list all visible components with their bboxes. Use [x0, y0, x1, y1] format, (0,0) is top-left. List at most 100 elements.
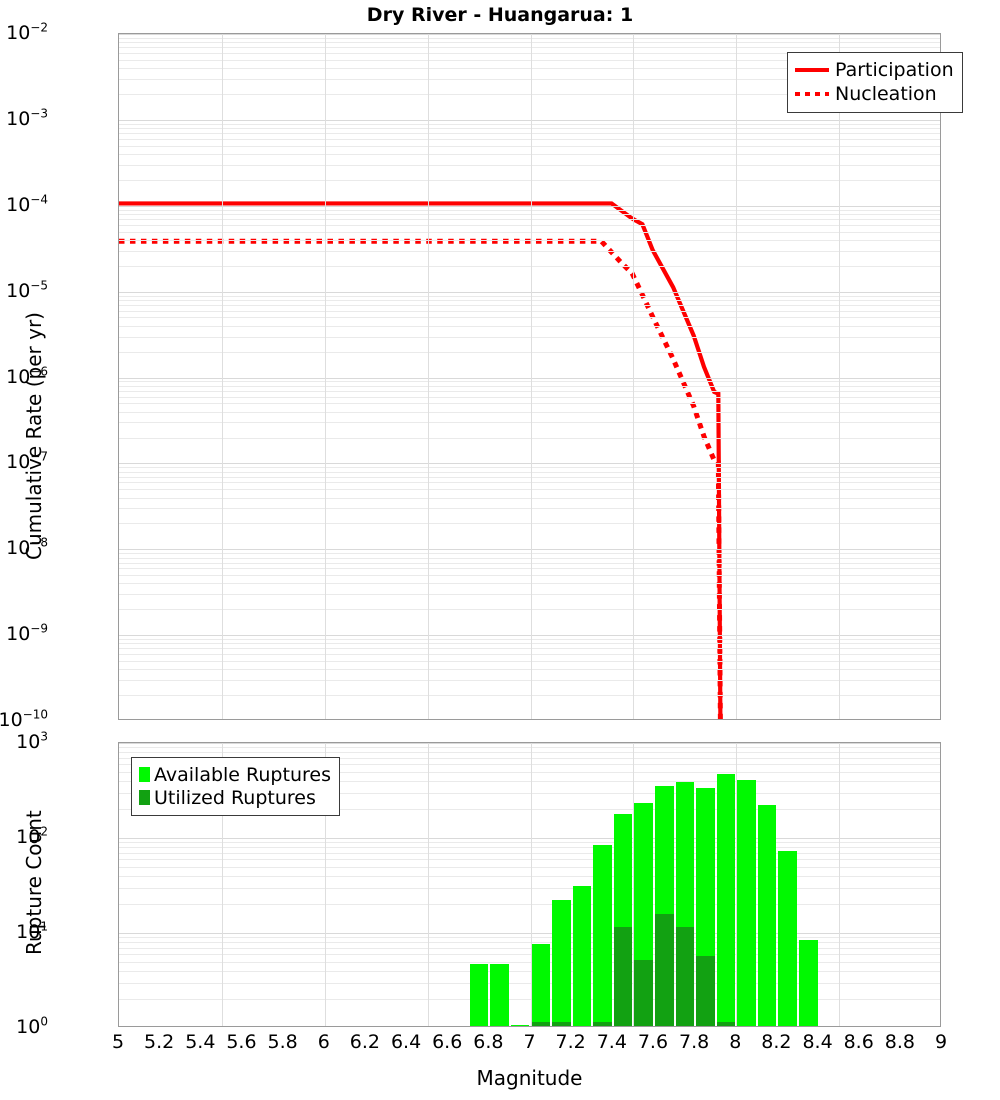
gridline	[119, 305, 940, 306]
gridline	[119, 180, 940, 181]
gridline	[119, 326, 940, 327]
gridline	[119, 120, 940, 121]
histogram-bar-available	[799, 940, 818, 1026]
gridline	[119, 553, 940, 554]
gridline	[119, 296, 940, 297]
gridline	[119, 438, 940, 439]
gridline	[119, 477, 940, 478]
histogram-bar-utilized	[552, 1022, 571, 1026]
cumulative-rate-axis-label: Cumulative Rate (per yr)	[22, 312, 46, 560]
gridline	[325, 34, 326, 719]
curve-participation	[119, 203, 720, 719]
histogram-bar-utilized	[634, 960, 653, 1026]
gridline	[119, 210, 940, 211]
x-tick-label: 7.2	[556, 1031, 586, 1053]
gridline	[839, 743, 840, 1026]
x-tick-label: 6.4	[391, 1031, 421, 1053]
gridline	[119, 853, 940, 854]
magnitude-x-ticks: 55.25.45.65.866.26.46.66.877.27.47.67.88…	[118, 1031, 941, 1057]
gridline	[736, 34, 737, 719]
histogram-bar-available	[778, 851, 797, 1026]
gridline	[119, 467, 940, 468]
y-tick-label: 10−3	[6, 108, 48, 130]
histogram-bar-available	[737, 780, 756, 1026]
gridline	[119, 240, 940, 241]
cumulative-rate-plot	[118, 33, 941, 720]
dark-green-square-swatch-icon	[139, 790, 150, 805]
gridline	[119, 317, 940, 318]
gridline	[119, 266, 940, 267]
gridline	[119, 219, 940, 220]
histogram-legend: Available Ruptures Utilized Ruptures	[131, 757, 340, 816]
cumulative-rate-y-ticks: 10−210−310−410−510−610−710−810−910−10	[0, 33, 110, 720]
gridline	[839, 34, 840, 719]
y-tick-label: 10−10	[0, 709, 48, 731]
x-tick-label: 7	[523, 1031, 535, 1053]
rupture-count-axis-label: Rupture Count	[22, 810, 46, 955]
gridline	[119, 403, 940, 404]
x-tick-label: 6.2	[350, 1031, 380, 1053]
gridline	[531, 34, 532, 719]
gridline	[119, 47, 940, 48]
x-tick-label: 5.6	[226, 1031, 256, 1053]
page-title: Dry River - Huangarua: 1	[0, 4, 1000, 26]
gridline	[633, 34, 634, 719]
gridline	[119, 661, 940, 662]
gridline	[119, 558, 940, 559]
gridline	[119, 128, 940, 129]
gridline	[119, 472, 940, 473]
gridline	[119, 352, 940, 353]
gridline	[119, 904, 940, 905]
gridline	[119, 933, 940, 934]
gridline	[119, 937, 940, 938]
gridline	[119, 124, 940, 125]
green-square-swatch-icon	[139, 767, 150, 782]
y-tick-label: 10−5	[6, 280, 48, 302]
histogram-bar-available	[758, 805, 777, 1026]
gridline	[119, 876, 940, 877]
gridline	[428, 34, 429, 719]
gridline	[119, 422, 940, 423]
gridline	[119, 34, 940, 35]
x-tick-label: 5.8	[267, 1031, 297, 1053]
legend-item-available-ruptures[interactable]: Available Ruptures	[139, 763, 331, 786]
gridline	[119, 648, 940, 649]
x-tick-label: 6.6	[432, 1031, 462, 1053]
gridline	[119, 165, 940, 166]
histogram-bar-utilized	[593, 1022, 612, 1026]
gridline	[119, 680, 940, 681]
gridline	[119, 842, 940, 843]
legend-item-utilized-ruptures[interactable]: Utilized Ruptures	[139, 786, 331, 809]
legend-item-nucleation[interactable]: Nucleation	[795, 82, 954, 106]
gridline	[119, 635, 940, 636]
x-tick-label: 8.6	[844, 1031, 874, 1053]
legend-item-label: Utilized Ruptures	[154, 787, 316, 809]
gridline	[119, 300, 940, 301]
y-tick-label: 10−9	[6, 623, 48, 645]
gridline	[119, 133, 940, 134]
magnitude-axis-label: Magnitude	[118, 1066, 941, 1090]
mfd-curves	[119, 34, 940, 719]
x-tick-label: 8.2	[761, 1031, 791, 1053]
solid-line-swatch-icon	[795, 68, 829, 72]
curve-nucleation	[119, 241, 720, 719]
histogram-bar-available	[552, 900, 571, 1026]
y-tick-label: 10−4	[6, 194, 48, 216]
histogram-bar-utilized	[696, 956, 715, 1026]
gridline	[119, 639, 940, 640]
histogram-bar-available	[511, 1025, 530, 1026]
gridline	[119, 508, 940, 509]
histogram-bar-available	[717, 774, 736, 1026]
gridline	[119, 563, 940, 564]
gridline	[119, 386, 940, 387]
gridline	[119, 391, 940, 392]
legend-item-participation[interactable]: Participation	[795, 58, 954, 82]
gridline	[119, 583, 940, 584]
histogram-bar-utilized	[655, 914, 674, 1026]
histogram-bar-utilized	[532, 1022, 551, 1026]
gridline	[119, 867, 940, 868]
x-tick-label: 6	[318, 1031, 330, 1053]
rupture-count-y-ticks: 100101102103	[0, 742, 110, 1027]
x-tick-label: 5.2	[144, 1031, 174, 1053]
dotted-line-swatch-icon	[795, 92, 829, 96]
